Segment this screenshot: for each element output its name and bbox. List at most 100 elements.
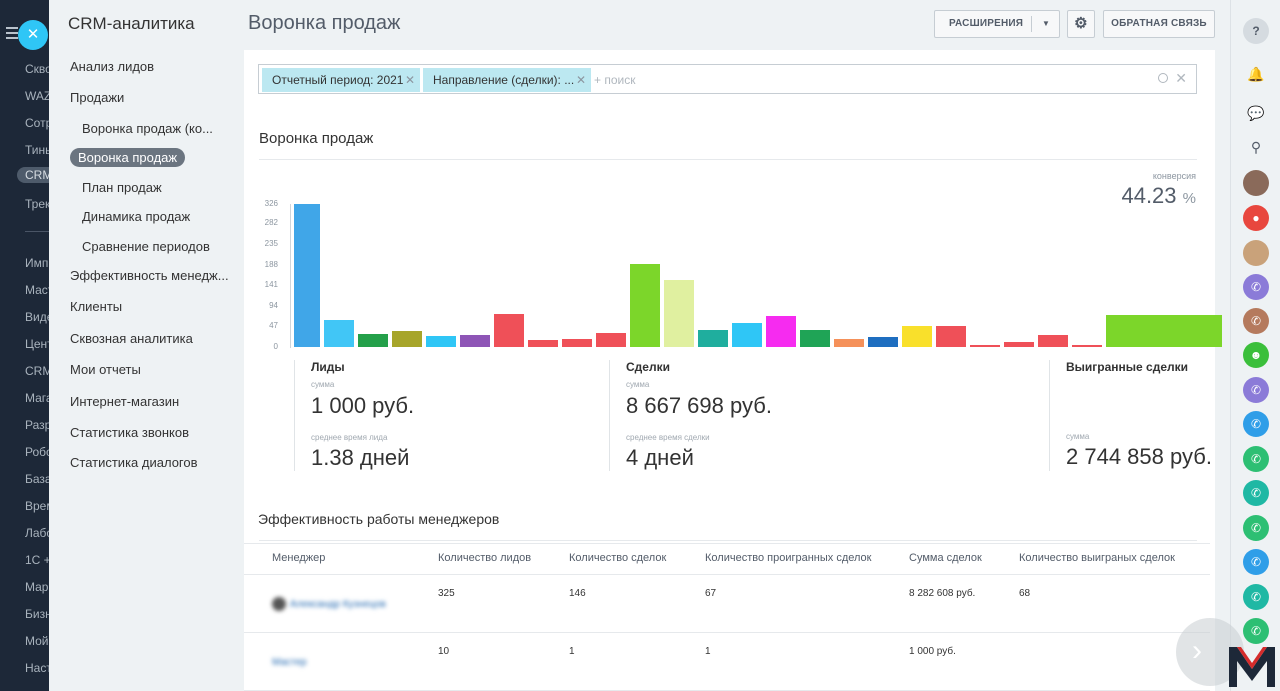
sidebar-item[interactable]: CRM xyxy=(25,364,49,378)
manager-link[interactable]: Мастер xyxy=(272,657,307,668)
sidebar-item[interactable]: База xyxy=(25,472,49,486)
chart-bar[interactable] xyxy=(426,336,456,347)
phone-icon[interactable]: ✆ xyxy=(1243,549,1269,575)
filter-bar[interactable]: Отчетный период: 2021 ✕ Направление (сде… xyxy=(258,64,1197,94)
filter-chip-direction[interactable]: Направление (сделки): ... ✕ xyxy=(423,68,591,92)
filter-chip-period[interactable]: Отчетный период: 2021 ✕ xyxy=(262,68,420,92)
chart-bar[interactable] xyxy=(528,339,558,347)
user-avatar-icon[interactable]: ● xyxy=(1243,205,1269,231)
bell-icon[interactable]: 🔔 xyxy=(1247,66,1265,82)
sidebar-item[interactable]: Разр xyxy=(25,418,49,432)
phone-icon[interactable]: ✆ xyxy=(1243,377,1269,403)
menu-item-sales[interactable]: Продажи xyxy=(70,90,125,105)
column-header[interactable]: Количество выиграных сделок xyxy=(1019,552,1175,564)
avatar[interactable] xyxy=(272,597,286,611)
menu-item-sales-funnel[interactable]: Воронка продаж xyxy=(70,148,186,167)
phone-icon[interactable]: ✆ xyxy=(1243,308,1269,334)
chart-bar[interactable] xyxy=(732,323,762,347)
chart-bar[interactable] xyxy=(392,330,422,347)
sidebar-item[interactable]: Трек xyxy=(25,197,49,211)
menu-icon[interactable] xyxy=(6,27,18,42)
chart-bar[interactable] xyxy=(834,338,864,347)
close-icon[interactable]: ✕ xyxy=(18,20,48,50)
menu-item-sales-dynamics[interactable]: Динамика продаж xyxy=(82,209,191,224)
menu-item-lead-analysis[interactable]: Анализ лидов xyxy=(70,59,155,74)
phone-icon[interactable]: ✆ xyxy=(1243,584,1269,610)
menu-item-sales-plan[interactable]: План продаж xyxy=(82,180,162,195)
feedback-button[interactable]: ОБРАТНАЯ СВЯЗЬ xyxy=(1103,10,1215,38)
chart-bar[interactable] xyxy=(460,335,490,347)
column-header[interactable]: Менеджер xyxy=(272,552,326,564)
chart-bar[interactable] xyxy=(294,204,320,347)
close-icon[interactable]: ✕ xyxy=(404,73,415,87)
sidebar-item-crm[interactable]: CRM xyxy=(17,167,49,183)
chart-bar[interactable] xyxy=(1004,341,1034,347)
menu-item-end-to-end[interactable]: Сквозная аналитика xyxy=(70,331,193,346)
sidebar-item[interactable]: Скво xyxy=(25,62,49,76)
sidebar-item[interactable]: Мой xyxy=(25,634,49,648)
menu-item-clients[interactable]: Клиенты xyxy=(70,299,123,314)
search-icon[interactable]: ⚲ xyxy=(1250,139,1262,155)
gear-icon[interactable]: ⚙ xyxy=(1067,10,1095,38)
sidebar-item[interactable]: Мага xyxy=(25,391,49,405)
chart-bar[interactable] xyxy=(970,344,1000,347)
sidebar-item[interactable]: Тинь xyxy=(25,143,49,157)
chart-bar[interactable] xyxy=(630,264,660,347)
menu-item-funnel-contacts[interactable]: Воронка продаж (ко... xyxy=(82,121,213,136)
sidebar-item[interactable]: Робо xyxy=(25,445,49,459)
phone-icon[interactable]: ✆ xyxy=(1243,515,1269,541)
chart-bar[interactable] xyxy=(1072,344,1102,347)
search-input[interactable]: + поиск xyxy=(594,73,636,87)
phone-icon[interactable]: ✆ xyxy=(1243,446,1269,472)
sidebar-item[interactable]: Цент xyxy=(25,337,49,351)
sidebar-item[interactable]: Наст xyxy=(25,661,49,675)
chart-bar[interactable] xyxy=(868,336,898,347)
sidebar-item[interactable]: Мар xyxy=(25,580,49,594)
chart-bar[interactable] xyxy=(936,326,966,347)
chart-bar[interactable] xyxy=(596,332,626,347)
column-header[interactable]: Количество сделок xyxy=(569,552,667,564)
column-header[interactable]: Количество проигранных сделок xyxy=(705,552,872,564)
chart-bar[interactable] xyxy=(1038,334,1068,347)
chart-bar[interactable] xyxy=(766,316,796,347)
sidebar-item[interactable]: Бизн xyxy=(25,607,49,621)
sidebar-item[interactable]: Маст xyxy=(25,283,49,297)
chart-bar[interactable] xyxy=(494,313,524,347)
chart-bar[interactable] xyxy=(358,334,388,347)
menu-item-eshop[interactable]: Интернет-магазин xyxy=(70,394,180,409)
menu-item-period-compare[interactable]: Сравнение периодов xyxy=(82,239,210,254)
chart-bar[interactable] xyxy=(698,329,728,347)
bot-icon[interactable]: ☻ xyxy=(1243,342,1269,368)
menu-item-call-stats[interactable]: Статистика звонков xyxy=(70,425,189,440)
chart-bar[interactable] xyxy=(1106,314,1222,347)
phone-icon[interactable]: ✆ xyxy=(1243,274,1269,300)
help-icon[interactable]: ? xyxy=(1243,18,1269,44)
phone-icon[interactable]: ✆ xyxy=(1243,618,1269,644)
column-header[interactable]: Сумма сделок xyxy=(909,552,982,564)
menu-item-manager-efficiency[interactable]: Эффективность менедж... xyxy=(70,268,229,283)
chart-bar[interactable] xyxy=(562,338,592,347)
phone-icon[interactable]: ✆ xyxy=(1243,480,1269,506)
close-icon[interactable]: ✕ xyxy=(1175,70,1187,86)
manager-link[interactable]: Александр Кузнецов xyxy=(290,599,386,610)
extensions-button[interactable]: РАСШИРЕНИЯ ▼ xyxy=(934,10,1060,38)
sidebar-item[interactable]: Врем xyxy=(25,499,49,513)
menu-item-dialog-stats[interactable]: Статистика диалогов xyxy=(70,455,198,470)
search-icon[interactable] xyxy=(1158,73,1168,83)
phone-icon[interactable]: ✆ xyxy=(1243,411,1269,437)
sidebar-item[interactable]: Лабо xyxy=(25,526,49,540)
sidebar-item[interactable]: Виде xyxy=(25,310,49,324)
sidebar-item[interactable]: WAZ xyxy=(25,89,49,103)
menu-item-my-reports[interactable]: Мои отчеты xyxy=(70,362,141,377)
avatar[interactable] xyxy=(1243,170,1269,196)
chart-bar[interactable] xyxy=(800,329,830,347)
chevron-down-icon[interactable]: ▼ xyxy=(1042,19,1051,28)
sidebar-item[interactable]: 1С + xyxy=(25,553,49,567)
close-icon[interactable]: ✕ xyxy=(575,73,586,87)
sidebar-item[interactable]: Имп xyxy=(25,256,49,270)
chart-bar[interactable] xyxy=(324,320,354,347)
sidebar-item[interactable]: Сотр xyxy=(25,116,49,130)
column-header[interactable]: Количество лидов xyxy=(438,552,532,564)
avatar[interactable] xyxy=(1243,240,1269,266)
chat-icon[interactable]: 💬 xyxy=(1247,105,1265,121)
